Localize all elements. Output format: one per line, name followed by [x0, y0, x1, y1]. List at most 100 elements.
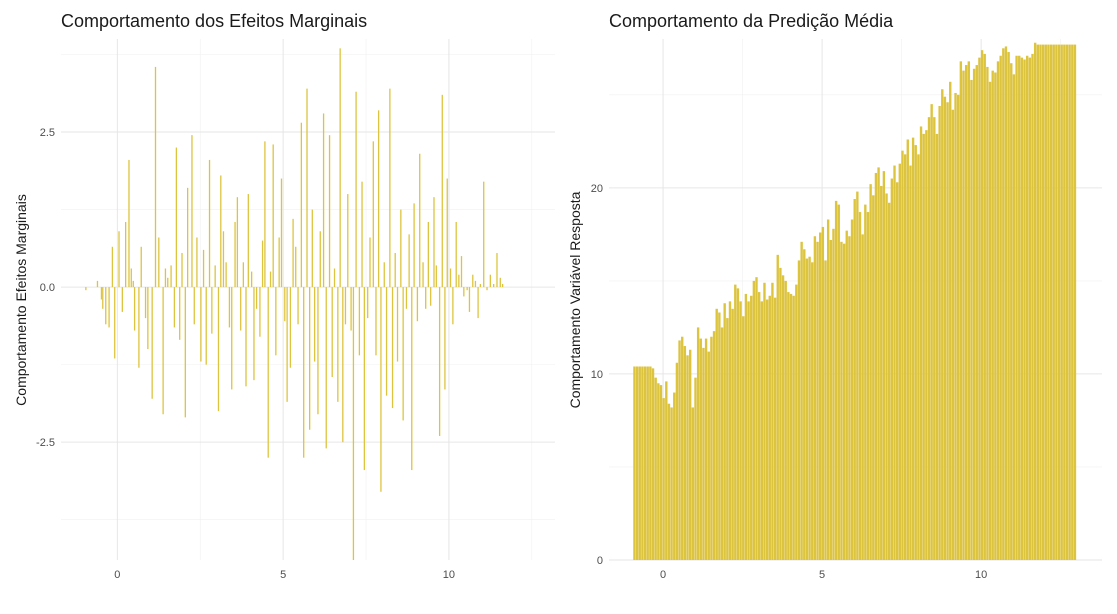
- bar: [1002, 48, 1005, 561]
- bar: [834, 200, 838, 560]
- bar: [784, 280, 787, 560]
- bar: [903, 154, 907, 561]
- bar: [842, 243, 846, 560]
- bar: [446, 178, 448, 288]
- bar: [662, 398, 665, 560]
- bar: [501, 283, 504, 288]
- bar: [744, 293, 748, 560]
- bar: [430, 287, 432, 306]
- bar: [208, 159, 211, 288]
- bar: [824, 260, 827, 560]
- bar: [1049, 44, 1053, 560]
- bar: [1012, 74, 1016, 560]
- bar: [895, 182, 899, 560]
- bar: [184, 287, 186, 418]
- bar: [641, 366, 644, 560]
- bar: [284, 287, 286, 322]
- bar: [925, 130, 928, 561]
- bar: [100, 287, 103, 300]
- bar: [367, 287, 369, 319]
- bar: [486, 287, 488, 291]
- bar: [220, 175, 222, 288]
- x-tick-label: 10: [975, 569, 987, 581]
- bar: [999, 55, 1002, 560]
- y-tick-label: 0.0: [40, 282, 55, 294]
- bar: [712, 331, 716, 560]
- bar: [317, 287, 319, 415]
- bar: [890, 178, 894, 561]
- bar: [821, 226, 825, 560]
- bar: [726, 318, 729, 560]
- bar: [1057, 44, 1061, 560]
- bar: [493, 283, 495, 288]
- bar: [259, 287, 261, 337]
- bar: [179, 287, 181, 340]
- bar: [805, 258, 809, 560]
- bar: [272, 144, 274, 288]
- bar: [350, 287, 352, 331]
- bar: [816, 241, 819, 560]
- bar: [280, 178, 283, 288]
- bar: [941, 89, 944, 561]
- bar: [1031, 53, 1034, 560]
- bar: [797, 260, 801, 560]
- bar: [193, 287, 195, 325]
- bar: [128, 159, 130, 288]
- bar: [234, 221, 236, 288]
- bar: [154, 66, 157, 288]
- bar: [444, 287, 446, 390]
- bar: [463, 287, 465, 297]
- bar: [202, 249, 205, 288]
- bar: [413, 203, 415, 288]
- bar: [286, 287, 288, 402]
- bar: [845, 230, 848, 560]
- bar: [670, 407, 673, 560]
- bar: [914, 145, 917, 560]
- y-tick-label: 10: [591, 369, 603, 381]
- bar: [303, 287, 305, 458]
- bar: [957, 94, 960, 560]
- bar: [472, 274, 474, 288]
- bar: [909, 165, 912, 560]
- bar: [734, 284, 737, 560]
- bar: [306, 88, 308, 288]
- bar: [789, 293, 793, 560]
- bar: [449, 268, 452, 288]
- bar: [858, 212, 862, 561]
- mean-prediction-panel: 0 5 10 0 10 20 Comportamento da Predição Médi…: [567, 11, 1102, 581]
- bar: [225, 262, 227, 288]
- bar: [702, 347, 705, 560]
- bar: [649, 366, 652, 560]
- bar: [1068, 44, 1071, 560]
- y-axis-label: Comportamento Efeitos Marginais: [13, 194, 29, 406]
- bar: [111, 246, 114, 288]
- bar: [1073, 44, 1077, 560]
- bar: [408, 234, 410, 288]
- bar: [755, 277, 758, 560]
- bar: [837, 204, 840, 560]
- bar: [121, 287, 123, 312]
- bar: [433, 197, 435, 288]
- y-tick-label: 0: [597, 555, 603, 567]
- bar: [1026, 55, 1029, 560]
- bar: [728, 301, 732, 560]
- bar: [710, 336, 713, 560]
- bar: [906, 139, 909, 561]
- bar: [344, 287, 347, 325]
- bar: [853, 199, 856, 560]
- bar: [972, 68, 976, 561]
- bar: [275, 287, 277, 356]
- bar: [869, 184, 872, 560]
- bar: [361, 181, 363, 288]
- bar: [938, 105, 941, 561]
- bar: [245, 287, 247, 387]
- bar: [292, 218, 294, 288]
- bar: [1041, 44, 1045, 560]
- bar: [416, 287, 419, 322]
- y-tick-label: 20: [591, 183, 603, 195]
- bar: [96, 280, 99, 288]
- bar: [380, 287, 382, 492]
- bar: [458, 274, 460, 288]
- bar: [1052, 44, 1055, 560]
